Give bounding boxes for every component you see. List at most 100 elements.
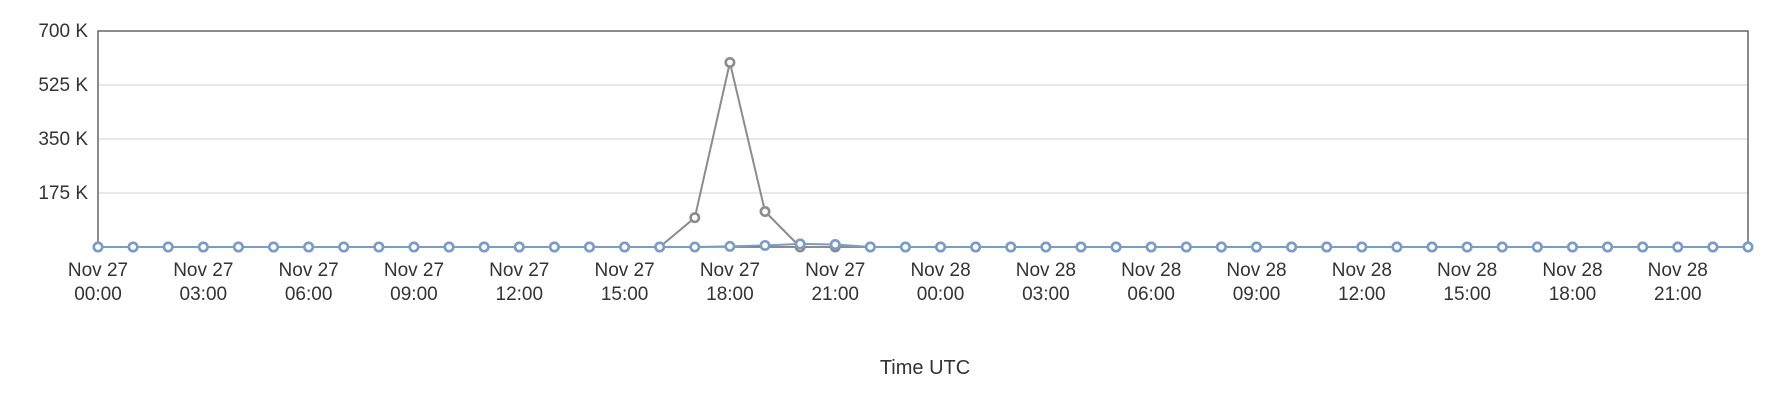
- data-point[interactable]: [829, 239, 841, 251]
- data-point[interactable]: [268, 241, 280, 253]
- data-point[interactable]: [1251, 241, 1263, 253]
- data-point[interactable]: [232, 241, 244, 253]
- data-point[interactable]: [724, 56, 736, 68]
- data-point[interactable]: [1391, 241, 1403, 253]
- data-point[interactable]: [1215, 241, 1227, 253]
- x-tick-date: Nov 27: [805, 260, 865, 281]
- x-tick-label: Nov 28 21:00: [1648, 260, 1708, 305]
- data-point[interactable]: [1286, 241, 1298, 253]
- data-point[interactable]: [338, 241, 350, 253]
- y-tick-label: 350 K: [38, 129, 88, 150]
- x-tick-time: 09:00: [390, 284, 438, 305]
- x-tick-time: 12:00: [496, 284, 544, 305]
- x-tick-date: Nov 27: [489, 260, 549, 281]
- x-tick-time: 03:00: [1022, 284, 1070, 305]
- data-point[interactable]: [162, 241, 174, 253]
- data-point[interactable]: [1110, 241, 1122, 253]
- data-point[interactable]: [689, 241, 701, 253]
- x-tick-time: 03:00: [180, 284, 228, 305]
- data-point[interactable]: [724, 240, 736, 252]
- data-point[interactable]: [443, 241, 455, 253]
- data-point[interactable]: [303, 241, 315, 253]
- y-tick-label: 175 K: [38, 183, 88, 204]
- x-tick-time: 18:00: [706, 284, 754, 305]
- data-point[interactable]: [1637, 241, 1649, 253]
- x-tick-label: Nov 28 00:00: [910, 260, 970, 305]
- data-point[interactable]: [794, 238, 806, 250]
- data-point[interactable]: [970, 241, 982, 253]
- x-tick-label: Nov 27 03:00: [173, 260, 233, 305]
- data-point[interactable]: [92, 241, 104, 253]
- data-point[interactable]: [1531, 241, 1543, 253]
- x-tick-date: Nov 27: [68, 260, 128, 281]
- x-tick-time: 21:00: [1654, 284, 1702, 305]
- series-line: [98, 61, 1748, 248]
- x-tick-time: 15:00: [1443, 284, 1491, 305]
- x-tick-time: 21:00: [811, 284, 859, 305]
- x-tick-date: Nov 27: [384, 260, 444, 281]
- x-tick-label: Nov 27 12:00: [489, 260, 549, 305]
- x-tick-label: Nov 28 03:00: [1016, 260, 1076, 305]
- data-point[interactable]: [1075, 241, 1087, 253]
- data-point[interactable]: [689, 212, 701, 224]
- data-point[interactable]: [478, 241, 490, 253]
- x-tick-label: Nov 28 15:00: [1437, 260, 1497, 305]
- x-tick-date: Nov 27: [173, 260, 233, 281]
- x-tick-date: Nov 27: [700, 260, 760, 281]
- x-tick-label: Nov 27 21:00: [805, 260, 865, 305]
- data-point[interactable]: [1707, 241, 1719, 253]
- grid-lines: [98, 30, 1748, 194]
- data-point[interactable]: [1496, 241, 1508, 253]
- y-tick-label: 525 K: [38, 75, 88, 96]
- data-point[interactable]: [619, 241, 631, 253]
- data-point[interactable]: [127, 241, 139, 253]
- data-point[interactable]: [1180, 241, 1192, 253]
- data-point[interactable]: [1145, 241, 1157, 253]
- data-point[interactable]: [583, 241, 595, 253]
- data-point[interactable]: [1672, 241, 1684, 253]
- x-tick-date: Nov 28: [1542, 260, 1602, 281]
- data-point[interactable]: [1321, 241, 1333, 253]
- data-point[interactable]: [408, 241, 420, 253]
- x-tick-date: Nov 28: [910, 260, 970, 281]
- data-point[interactable]: [935, 241, 947, 253]
- series-line: [98, 242, 1748, 248]
- x-tick-time: 12:00: [1338, 284, 1386, 305]
- data-point[interactable]: [1602, 241, 1614, 253]
- data-point[interactable]: [759, 206, 771, 218]
- data-point[interactable]: [1040, 241, 1052, 253]
- x-tick-date: Nov 28: [1121, 260, 1181, 281]
- x-tick-date: Nov 27: [594, 260, 654, 281]
- data-point[interactable]: [1005, 241, 1017, 253]
- x-tick-label: Nov 27 18:00: [700, 260, 760, 305]
- x-tick-time: 09:00: [1233, 284, 1281, 305]
- data-point[interactable]: [1566, 241, 1578, 253]
- data-point[interactable]: [1461, 241, 1473, 253]
- data-point[interactable]: [197, 241, 209, 253]
- x-tick-label: Nov 28 09:00: [1226, 260, 1286, 305]
- x-tick-date: Nov 28: [1648, 260, 1708, 281]
- data-point[interactable]: [1742, 241, 1754, 253]
- y-axis-tick-labels: 175 K 350 K 525 K 700 K: [38, 21, 88, 204]
- data-point[interactable]: [1356, 241, 1368, 253]
- x-tick-time: 06:00: [285, 284, 333, 305]
- data-point[interactable]: [373, 241, 385, 253]
- x-tick-time: 00:00: [917, 284, 965, 305]
- x-tick-label: Nov 27 15:00: [594, 260, 654, 305]
- x-tick-label: Nov 28 06:00: [1121, 260, 1181, 305]
- y-tick-label: 700 K: [38, 21, 88, 42]
- data-point[interactable]: [899, 241, 911, 253]
- data-point[interactable]: [759, 239, 771, 251]
- x-tick-label: Nov 28 18:00: [1542, 260, 1602, 305]
- data-point[interactable]: [548, 241, 560, 253]
- x-tick-time: 06:00: [1127, 284, 1175, 305]
- data-point[interactable]: [654, 241, 666, 253]
- data-point[interactable]: [864, 241, 876, 253]
- data-point[interactable]: [1426, 241, 1438, 253]
- x-tick-time: 18:00: [1549, 284, 1597, 305]
- x-tick-label: Nov 28 12:00: [1332, 260, 1392, 305]
- series-1: [92, 56, 1754, 253]
- data-point[interactable]: [513, 241, 525, 253]
- x-tick-date: Nov 28: [1437, 260, 1497, 281]
